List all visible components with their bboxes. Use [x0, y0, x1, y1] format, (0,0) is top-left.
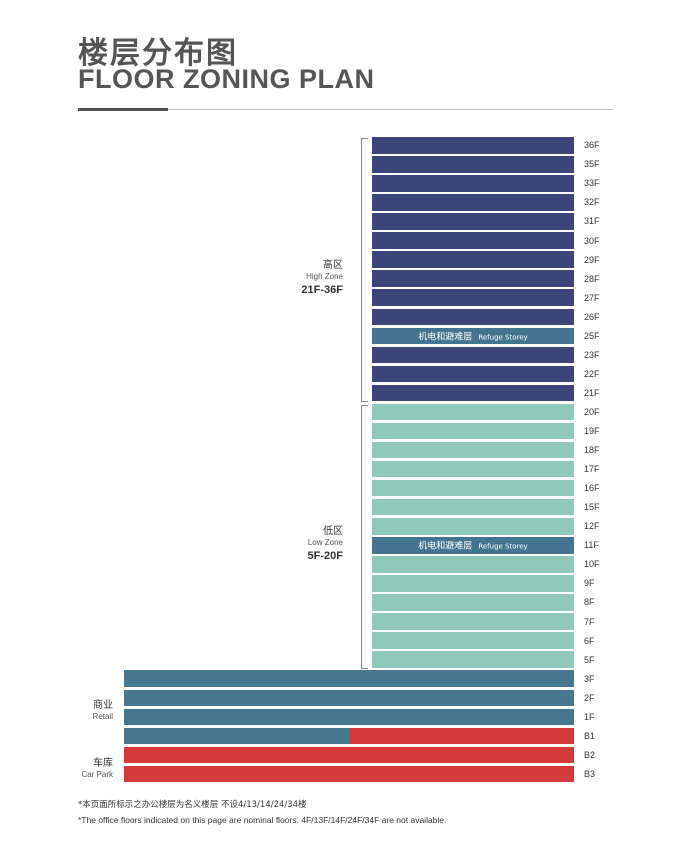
- floor-32f: 32F: [372, 194, 600, 211]
- floor-label: 33F: [584, 178, 600, 189]
- floor-label: 5F: [584, 654, 595, 665]
- floor-21f: 21F: [372, 384, 600, 402]
- floor-b2: B2: [124, 746, 595, 764]
- floor-22f: 22F: [372, 365, 600, 383]
- floor-label: 21F: [584, 387, 600, 398]
- floor-28f: 28F: [372, 270, 600, 287]
- floor-17f: 17F: [372, 460, 600, 478]
- floor-label: 32F: [584, 197, 600, 208]
- floor-label: 26F: [584, 311, 600, 322]
- floor-11f: 机电和避难层 Refuge Storey 11F: [372, 537, 599, 554]
- car-park-label: 车库 Car Park: [81, 754, 113, 779]
- floor-36f: 36F: [372, 137, 600, 154]
- low-zone-bracket: [361, 405, 368, 669]
- car-park-zh: 车库: [93, 758, 113, 769]
- floor-b3: B3: [124, 765, 595, 783]
- floor-label: B3: [584, 768, 596, 779]
- floor-12f: 12F: [372, 518, 600, 535]
- floor-label: 2F: [584, 692, 595, 703]
- low-zone-range: 5F-20F: [307, 550, 343, 562]
- floor-label: 8F: [584, 597, 595, 608]
- low-zone-en: Low Zone: [307, 538, 343, 547]
- floor-label: 1F: [584, 711, 595, 722]
- floor-label: 19F: [584, 426, 600, 437]
- floor-label: 7F: [584, 616, 595, 627]
- floor-29f: 29F: [372, 251, 600, 268]
- low-zone-label: 低区 Low Zone 5F-20F: [308, 522, 343, 562]
- car-park-en: Car Park: [81, 770, 113, 779]
- page-title-en: FLOOR ZONING PLAN: [78, 64, 375, 94]
- floor-label: 28F: [584, 273, 600, 284]
- high-zone-zh: 高区: [323, 260, 343, 271]
- floor-label: 17F: [584, 464, 600, 475]
- floor-1f: 1F: [124, 708, 595, 725]
- high-zone-bracket: [361, 138, 368, 402]
- floor-label: B1: [584, 730, 596, 741]
- high-zone-en: High Zone: [306, 272, 343, 281]
- floor-label: 15F: [584, 502, 600, 513]
- floor-8f: 8F: [372, 594, 595, 611]
- floor-25f: 机电和避难层 Refuge Storey 25F: [372, 327, 600, 344]
- floor-label: 9F: [584, 578, 595, 589]
- floor-26f: 26F: [372, 308, 600, 325]
- floor-5f: 5F: [372, 651, 595, 668]
- refuge-storey-zh: 机电和避难层: [418, 332, 473, 343]
- high-zone-label: 高区 High Zone 21F-36F: [301, 256, 343, 296]
- high-zone-range: 21F-36F: [301, 284, 343, 296]
- floor-label: 31F: [584, 216, 600, 227]
- floor-label: 29F: [584, 254, 600, 265]
- retail-label: 商业 Retail: [93, 696, 113, 721]
- floor-label: 20F: [584, 406, 600, 417]
- refuge-storey-en: Refuge Storey: [478, 542, 528, 551]
- floor-33f: 33F: [372, 175, 600, 192]
- floor-10f: 10F: [372, 556, 600, 573]
- footnote-zh: *本页面所标示之办公楼层为名义楼层 不设4/13/14/24/34楼: [78, 800, 307, 810]
- retail-zh: 商业: [93, 700, 113, 711]
- floor-label: 11F: [584, 540, 599, 551]
- low-zone-zh: 低区: [323, 526, 343, 537]
- refuge-storey-zh: 机电和避难层: [418, 541, 473, 552]
- floor-27f: 27F: [372, 289, 600, 306]
- floor-16f: 16F: [372, 479, 600, 497]
- floor-7f: 7F: [372, 613, 595, 630]
- floor-label: 6F: [584, 635, 595, 646]
- floor-label: 30F: [584, 235, 600, 246]
- floor-label: B2: [584, 749, 596, 760]
- refuge-storey-label: 机电和避难层 Refuge Storey: [372, 539, 574, 552]
- floor-35f: 35F: [372, 156, 600, 173]
- floor-b1: B1: [124, 727, 595, 745]
- floor-label: 3F: [584, 673, 595, 684]
- floor-6f: 6F: [372, 632, 595, 649]
- floor-label: 23F: [584, 349, 600, 360]
- floor-label: 36F: [584, 140, 600, 151]
- floor-15f: 15F: [372, 498, 600, 516]
- floor-label: 12F: [584, 521, 600, 532]
- title-rule-thick: [78, 108, 168, 111]
- refuge-storey-en: Refuge Storey: [478, 333, 528, 342]
- page-title-zh: 楼层分布图: [78, 36, 238, 71]
- title-rule-thin: [168, 109, 613, 110]
- floor-30f: 30F: [372, 232, 600, 249]
- floor-19f: 19F: [372, 422, 600, 440]
- floor-label: 35F: [584, 159, 600, 170]
- floor-20f: 20F: [372, 403, 600, 421]
- floor-9f: 9F: [372, 575, 595, 592]
- floor-label: 16F: [584, 483, 600, 494]
- floor-18f: 18F: [372, 441, 600, 459]
- floor-3f: 3F: [124, 670, 595, 687]
- floor-23f: 23F: [372, 346, 600, 364]
- floor-31f: 31F: [372, 213, 600, 230]
- footnote-en: *The office floors indicated on this pag…: [78, 815, 447, 825]
- retail-en: Retail: [92, 712, 113, 721]
- refuge-storey-label: 机电和避难层 Refuge Storey: [372, 329, 574, 342]
- floor-label: 25F: [584, 330, 600, 341]
- floor-label: 27F: [584, 292, 600, 303]
- floor-label: 18F: [584, 445, 600, 456]
- floor-2f: 2F: [124, 689, 595, 706]
- floor-label: 22F: [584, 368, 600, 379]
- floor-label: 10F: [584, 559, 600, 570]
